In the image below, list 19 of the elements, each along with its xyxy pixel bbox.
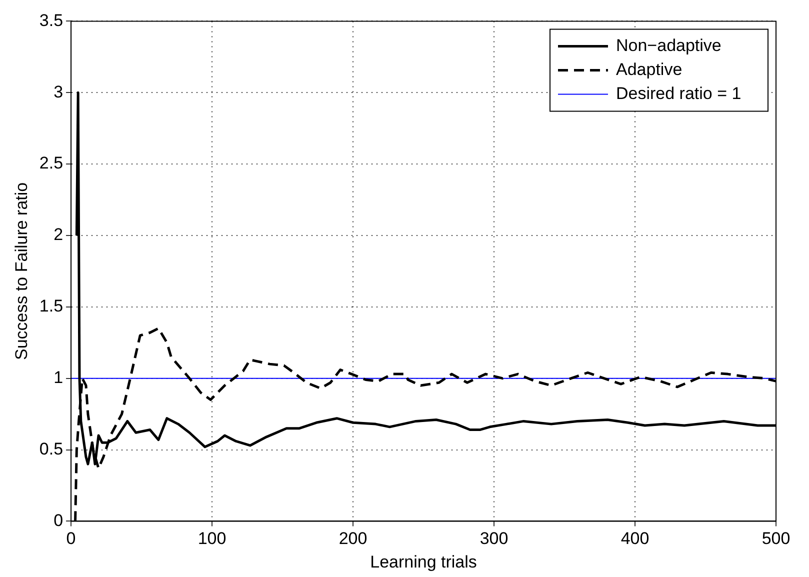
- y-axis-title: Success to Failure ratio: [12, 182, 31, 360]
- x-axis-title: Learning trials: [370, 552, 477, 572]
- y-tick-label: 0: [54, 510, 64, 530]
- y-tick-label: 2: [54, 225, 64, 244]
- x-tick-label: 100: [198, 529, 226, 548]
- y-tick-label: 1: [54, 368, 64, 388]
- y-tick-label: 2.5: [39, 154, 64, 173]
- x-tick-label: 0: [66, 529, 76, 548]
- x-tick-label: 300: [480, 529, 508, 548]
- y-tick-label: 1.5: [39, 296, 64, 316]
- legend-label: Adaptive: [616, 60, 682, 79]
- y-tick-label: 3.5: [39, 10, 64, 30]
- x-tick-label: 200: [338, 529, 368, 548]
- y-tick-label: 3: [54, 82, 64, 102]
- y-tick-label: 0.5: [39, 439, 64, 458]
- legend-label: Desired ratio = 1: [616, 84, 742, 103]
- x-tick-label: 500: [762, 529, 790, 548]
- x-tick-label: 400: [620, 529, 650, 548]
- legend-label: Non−adaptive: [616, 36, 722, 55]
